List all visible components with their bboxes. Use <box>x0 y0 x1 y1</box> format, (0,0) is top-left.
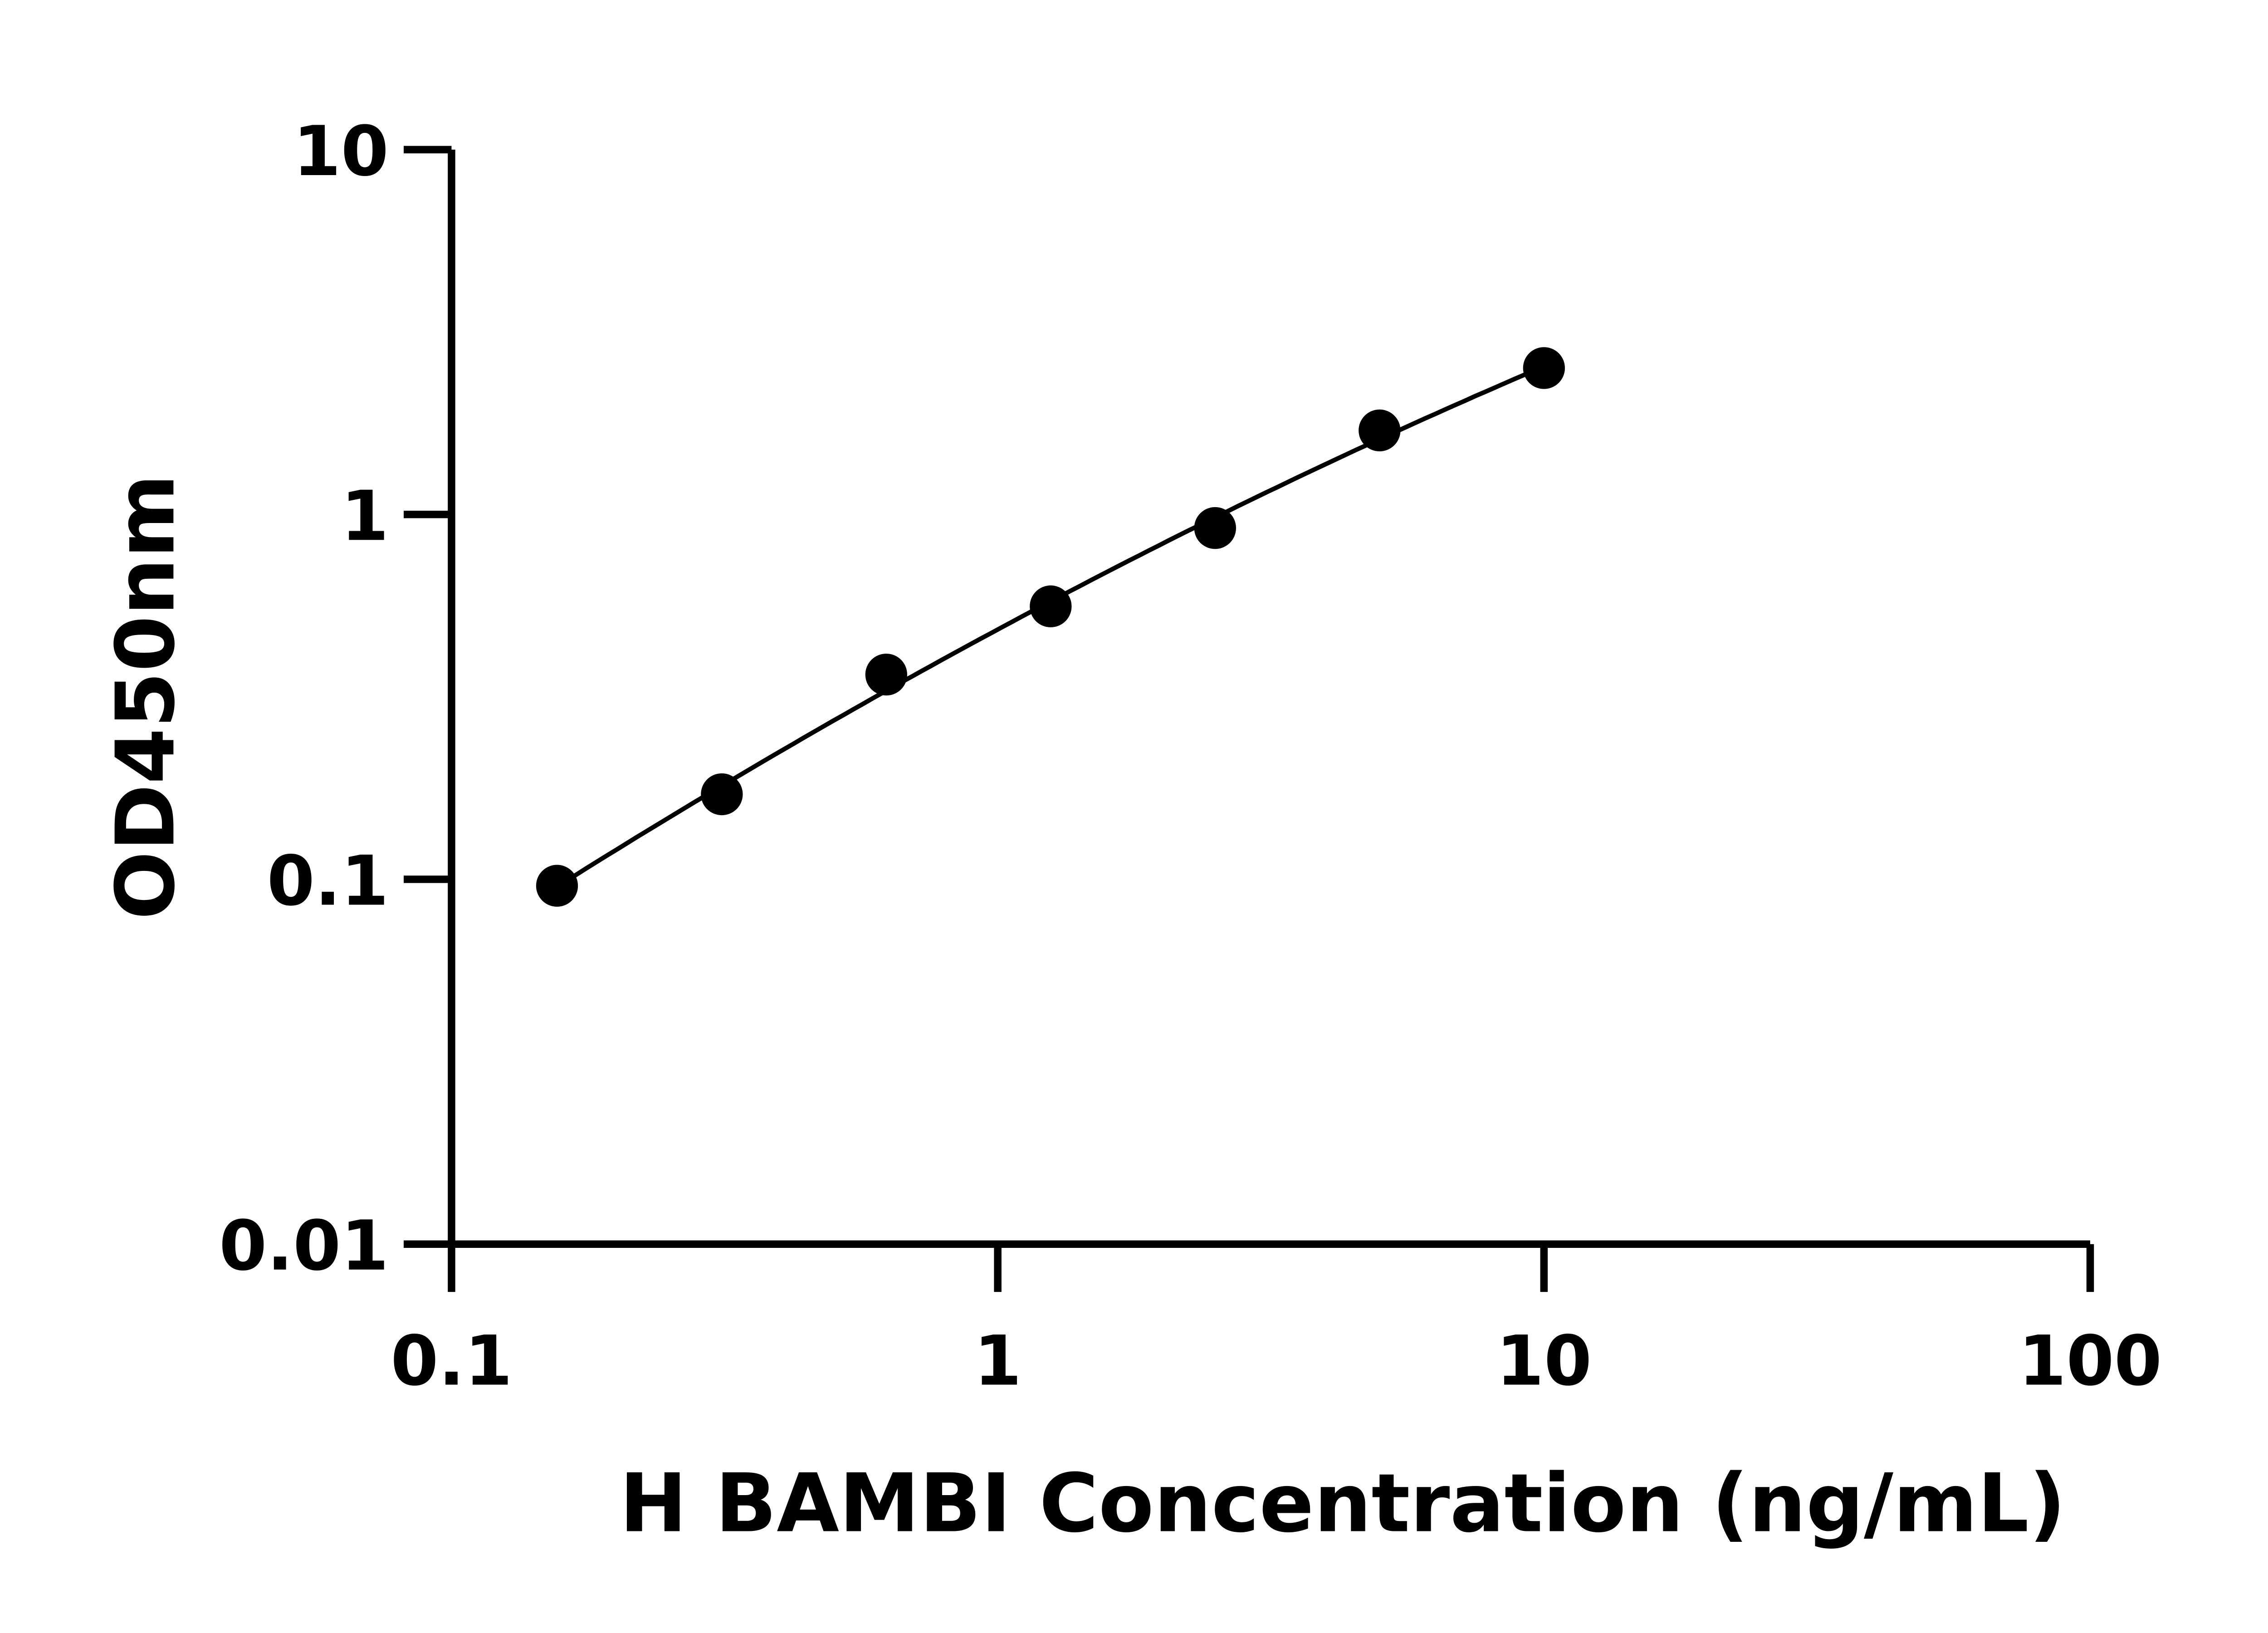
data-point <box>865 654 907 696</box>
data-point <box>536 865 578 907</box>
data-point <box>701 773 743 816</box>
data-point <box>1194 507 1236 549</box>
data-point <box>1523 347 1565 389</box>
x-tick-label: 100 <box>2019 1321 2162 1401</box>
x-tick-label: 1 <box>974 1321 1022 1401</box>
y-tick-label: 0.01 <box>219 1206 389 1286</box>
x-tick-label: 10 <box>1496 1321 1592 1401</box>
data-points <box>536 347 1565 907</box>
y-tick-label: 10 <box>293 111 389 191</box>
y-tick-label: 1 <box>341 476 389 556</box>
x-tick-label: 0.1 <box>391 1321 513 1401</box>
data-point <box>1359 409 1401 451</box>
x-axis-label: H BAMBI Concentration (ng/mL) <box>620 1457 2066 1550</box>
y-axis-label: OD450nm <box>98 474 192 920</box>
y-tick-label: 0.1 <box>267 841 389 921</box>
data-point <box>1030 585 1072 627</box>
